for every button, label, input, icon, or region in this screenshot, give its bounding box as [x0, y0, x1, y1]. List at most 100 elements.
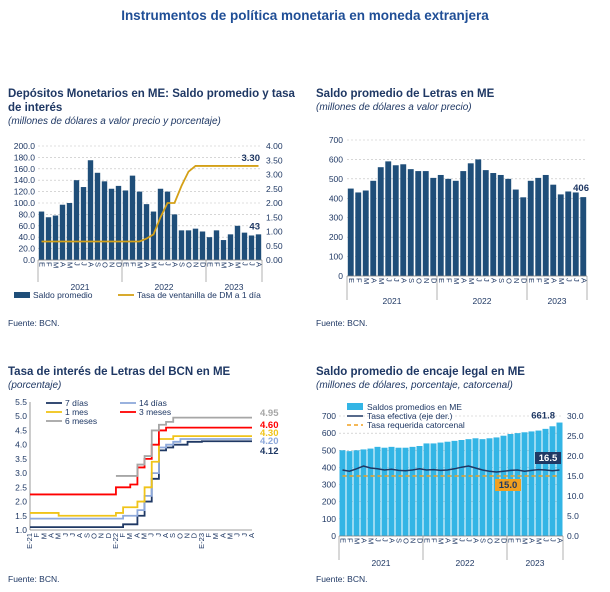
bar: [362, 190, 369, 276]
x-tick-label: M: [66, 262, 75, 268]
bar: [388, 446, 395, 536]
x-tick-label: J: [147, 533, 156, 537]
x-tick-label: F: [534, 278, 543, 283]
bar: [385, 161, 392, 276]
x-tick-label: A: [87, 262, 96, 267]
year-label: 2021: [71, 282, 90, 292]
y-tick-label: 2.5: [15, 482, 27, 492]
y2-tick-label: 2.00: [266, 198, 283, 208]
bar: [458, 440, 465, 536]
series-line: [115, 416, 252, 477]
y2-tick-label: 2.50: [266, 184, 283, 194]
x-tick-label: F: [430, 538, 439, 543]
x-tick-label: D: [519, 278, 528, 284]
y-tick-label: 0.0: [23, 255, 35, 265]
bar: [45, 217, 52, 260]
y-tick-label: 400: [322, 462, 336, 472]
data-label: 3.30: [242, 153, 261, 164]
y-tick-label: 3.5: [15, 454, 27, 464]
legend-label: Tasa de ventanilla de DM a 1 día: [137, 290, 261, 300]
y2-tick-label: 30.0: [567, 411, 584, 421]
bar: [73, 180, 80, 260]
x-tick-label: A: [459, 278, 468, 283]
bar: [423, 443, 430, 536]
y2-tick-label: 10.0: [567, 491, 584, 501]
bar: [87, 160, 94, 260]
x-tick-label: E: [339, 538, 348, 543]
x-tick-label: D: [199, 262, 208, 268]
chart-source: Fuente: BCN.: [8, 574, 60, 584]
x-tick-label: M: [467, 278, 476, 284]
x-tick-label: O: [89, 533, 98, 539]
x-tick-label: M: [542, 278, 551, 284]
bar: [136, 191, 143, 260]
label-box: [535, 452, 561, 464]
bar: [353, 450, 360, 536]
x-tick-label: E-23: [197, 533, 206, 549]
x-tick-label: J: [154, 533, 163, 537]
x-tick-label: A: [444, 538, 453, 543]
chart-subtitle: (millones de dólares, porcentaje, catorc…: [316, 380, 513, 391]
y-tick-label: 100: [329, 252, 343, 262]
x-tick-label: S: [82, 533, 91, 538]
year-label: 2022: [473, 296, 492, 306]
x-tick-label: F: [204, 533, 213, 538]
x-tick-label: O: [486, 538, 495, 544]
x-tick-label: A: [369, 278, 378, 283]
y-tick-label: 80.0: [18, 209, 35, 219]
x-tick-label: A: [549, 278, 558, 283]
x-tick-label: E: [206, 262, 215, 267]
y-tick-label: 500: [322, 445, 336, 455]
x-tick-label: F: [32, 533, 41, 538]
bar: [422, 171, 429, 276]
y-tick-label: 200: [329, 232, 343, 242]
panel-depositos: Depósitos Monetarios en ME: Saldo promed…: [8, 87, 303, 128]
series-line: [30, 440, 252, 529]
x-tick-label: A: [171, 262, 180, 267]
legend-label: 1 mes: [65, 407, 88, 417]
y-tick-label: 100.0: [14, 198, 36, 208]
bar: [416, 446, 423, 536]
bar: [467, 163, 474, 276]
bar: [520, 197, 527, 276]
y-tick-label: 20.0: [18, 244, 35, 254]
bar: [143, 204, 150, 260]
bar: [528, 431, 535, 536]
bar: [430, 177, 437, 276]
x-tick-label: M: [226, 533, 235, 539]
data-label: 15.0: [499, 480, 518, 491]
bar: [360, 449, 367, 536]
x-tick-label: J: [374, 538, 383, 542]
x-tick-label: A: [46, 533, 55, 538]
chart-title: Saldo promedio de encaje legal en ME: [316, 366, 525, 378]
x-tick-label: S: [94, 262, 103, 267]
bar: [59, 204, 66, 260]
bar: [108, 188, 115, 260]
x-tick-label: F: [444, 278, 453, 283]
bar: [395, 447, 402, 536]
bar: [505, 178, 512, 276]
bar: [178, 230, 185, 260]
bar: [475, 159, 482, 276]
bar: [171, 214, 178, 260]
y2-tick-label: 20.0: [567, 451, 584, 461]
x-tick-label: E: [38, 262, 47, 267]
x-tick-label: J: [240, 533, 249, 537]
x-tick-label: M: [521, 538, 530, 544]
x-tick-label: M: [557, 278, 566, 284]
bar: [400, 164, 407, 276]
x-tick-label: J: [233, 533, 242, 537]
x-tick-label: J: [482, 278, 491, 282]
bar: [549, 426, 556, 536]
bar: [472, 438, 479, 536]
series-line: [41, 165, 259, 243]
bar: [535, 177, 542, 276]
legend-label: 7 días: [65, 398, 88, 408]
series-line: [30, 438, 252, 520]
bar: [407, 169, 414, 276]
x-tick-label: J: [381, 538, 390, 542]
x-tick-label: N: [409, 538, 418, 543]
bar: [392, 165, 399, 276]
y-tick-label: 200.0: [14, 141, 36, 151]
bar: [377, 167, 384, 276]
